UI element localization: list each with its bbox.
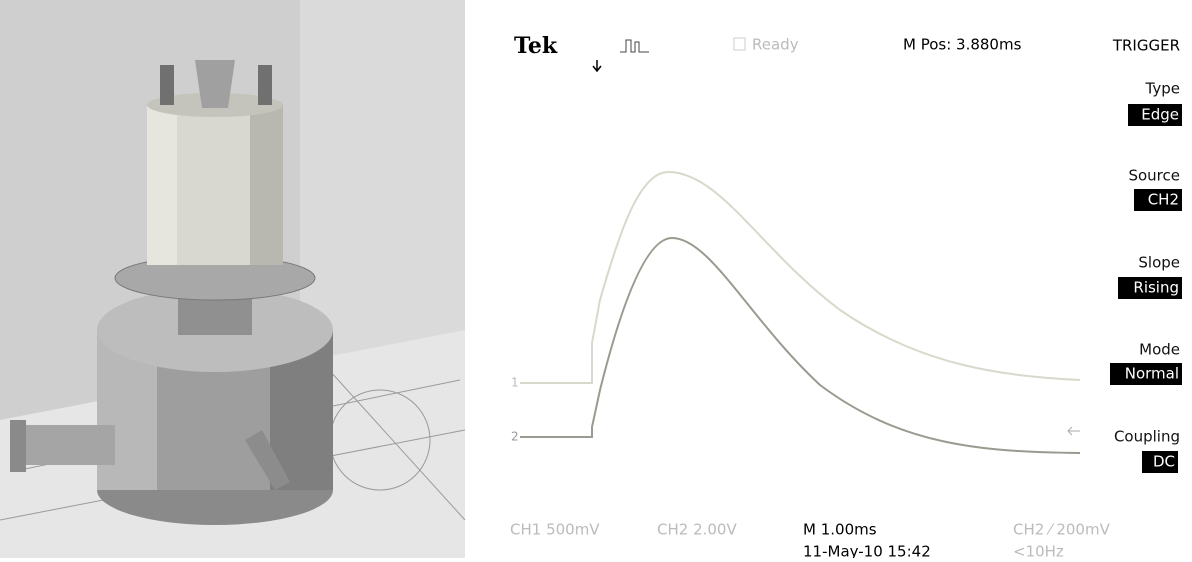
- menu-value-box: [1134, 189, 1182, 211]
- menu-value-box: [1118, 277, 1182, 299]
- date: 11-May-10 15:42: [803, 543, 931, 559]
- menu-value: Normal: [1125, 365, 1179, 383]
- menu-label: Mode: [1139, 341, 1180, 359]
- menu-value: DC: [1153, 453, 1175, 471]
- menu-label: Type: [1145, 80, 1180, 98]
- menu-label: Coupling: [1114, 428, 1180, 446]
- scope-screen: Tek Ready M Pos: 3.880ms TRIGGER Type Ed…: [510, 33, 1182, 561]
- menu-label: Slope: [1138, 254, 1180, 272]
- menu-value: CH2: [1148, 191, 1179, 209]
- timebase: M 1.00ms: [803, 521, 877, 539]
- status-icon: [733, 37, 746, 51]
- trigger-arrow: [592, 60, 602, 73]
- channel-marker: 2: [511, 430, 519, 444]
- menu-value-box: [1128, 104, 1182, 126]
- trigger-level: [1067, 426, 1080, 436]
- channel-marker: 1: [511, 376, 519, 390]
- trace-ch1: [520, 170, 1081, 384]
- frequency: <10Hz: [1013, 543, 1064, 559]
- position: M Pos: 3.880ms: [903, 36, 1022, 54]
- brand: Tek: [514, 33, 558, 59]
- menu-value-box: [1110, 363, 1182, 385]
- menu-value: Edge: [1141, 106, 1179, 124]
- trace-ch2: [520, 236, 1081, 454]
- status: Ready: [752, 36, 799, 54]
- trigger-icon: [620, 39, 649, 53]
- ch2-scale: CH2 2.00V: [657, 521, 737, 539]
- trigger-setting: CH2 ⁄ 200mV: [1013, 521, 1111, 539]
- ch1-scale: CH1 500mV: [510, 521, 600, 539]
- menu-title: TRIGGER: [1112, 37, 1180, 55]
- apparatus-photo: [0, 0, 466, 558]
- menu: Type Edge Source CH2 Slope Rising Mode N…: [1110, 80, 1182, 473]
- menu-value-box: [1142, 451, 1178, 473]
- menu-label: Source: [1128, 167, 1180, 185]
- menu-value: Rising: [1133, 279, 1179, 297]
